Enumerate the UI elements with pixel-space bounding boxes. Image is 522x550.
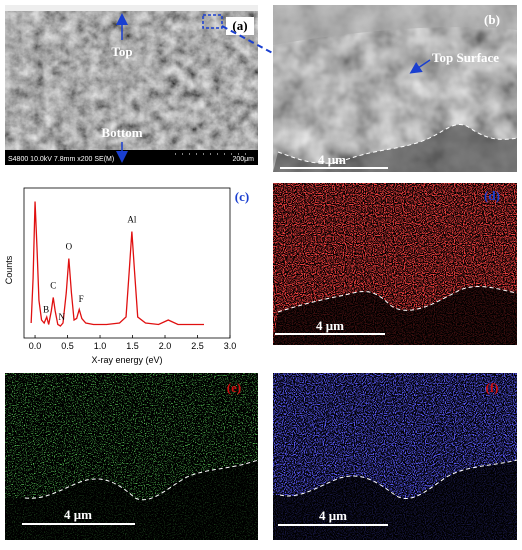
x-tick-label: 2.0 — [159, 341, 172, 351]
panel-label: (d) — [484, 188, 500, 203]
panel-d: 4 μm (d) — [273, 183, 518, 345]
scale-text: 4 μm — [64, 507, 92, 522]
peak-label: Al — [127, 215, 136, 225]
panel-label: (a) — [232, 18, 247, 33]
spectrum-line — [30, 201, 205, 327]
x-tick-label: 2.5 — [191, 341, 204, 351]
spectrum-chart: (c) X-ray energy (eV) Counts 0.0 0.5 1.0 1.… — [4, 187, 249, 365]
interface-line — [279, 459, 518, 500]
peak-label: F — [79, 294, 84, 304]
substrate — [273, 286, 517, 345]
scale-text: 4 μm — [318, 152, 346, 167]
panel-a: S4800 10.0kV 7.8mm x200 SE(M) 200μm Top … — [5, 5, 258, 165]
label-bg — [226, 17, 254, 35]
peak-label: O — [66, 242, 73, 252]
arrow — [409, 59, 431, 74]
panel-f: 4 μm (f) — [273, 373, 518, 540]
panel-label: (b) — [484, 12, 500, 27]
panel-b: Top Surface 4 μm (b) — [273, 5, 518, 172]
x-tick-label: 0.5 — [61, 341, 74, 351]
x-tick-label: 0.0 — [29, 341, 42, 351]
x-tick-label: 1.5 — [126, 341, 139, 351]
plot-frame — [23, 187, 231, 339]
panel-label: (e) — [227, 380, 241, 395]
annotation: Top Surface — [432, 50, 499, 65]
top-edge — [5, 5, 258, 11]
haze — [273, 5, 517, 45]
bottom-label: Bottom — [101, 125, 142, 140]
x-tick-label: 3.0 — [224, 341, 237, 351]
info-bar — [5, 150, 258, 165]
peak-label: B — [43, 305, 49, 315]
zoom-box — [202, 14, 223, 29]
scale-text: 4 μm — [316, 318, 344, 333]
scale-text: 4 μm — [319, 508, 347, 523]
substrate — [5, 460, 258, 540]
panel-e: 4 μm (e) — [5, 373, 259, 540]
top-label: Top — [111, 44, 132, 59]
peak-label: C — [50, 281, 56, 291]
panel-label: (c) — [235, 189, 249, 204]
info-text: S4800 10.0kV 7.8mm x200 SE(M) — [8, 156, 114, 163]
scale-text: 200μm — [232, 156, 254, 163]
peak-label: N — [58, 312, 65, 322]
interface-line — [277, 286, 518, 313]
x-tick-label: 1.0 — [94, 341, 107, 351]
substrate — [273, 460, 517, 540]
interface-line — [24, 459, 259, 501]
y-axis-label: Counts — [4, 255, 14, 284]
x-axis-label: X-ray energy (eV) — [91, 355, 162, 365]
sem-image — [5, 5, 258, 165]
panel-label: (f) — [486, 380, 499, 395]
interface-line — [277, 124, 518, 164]
